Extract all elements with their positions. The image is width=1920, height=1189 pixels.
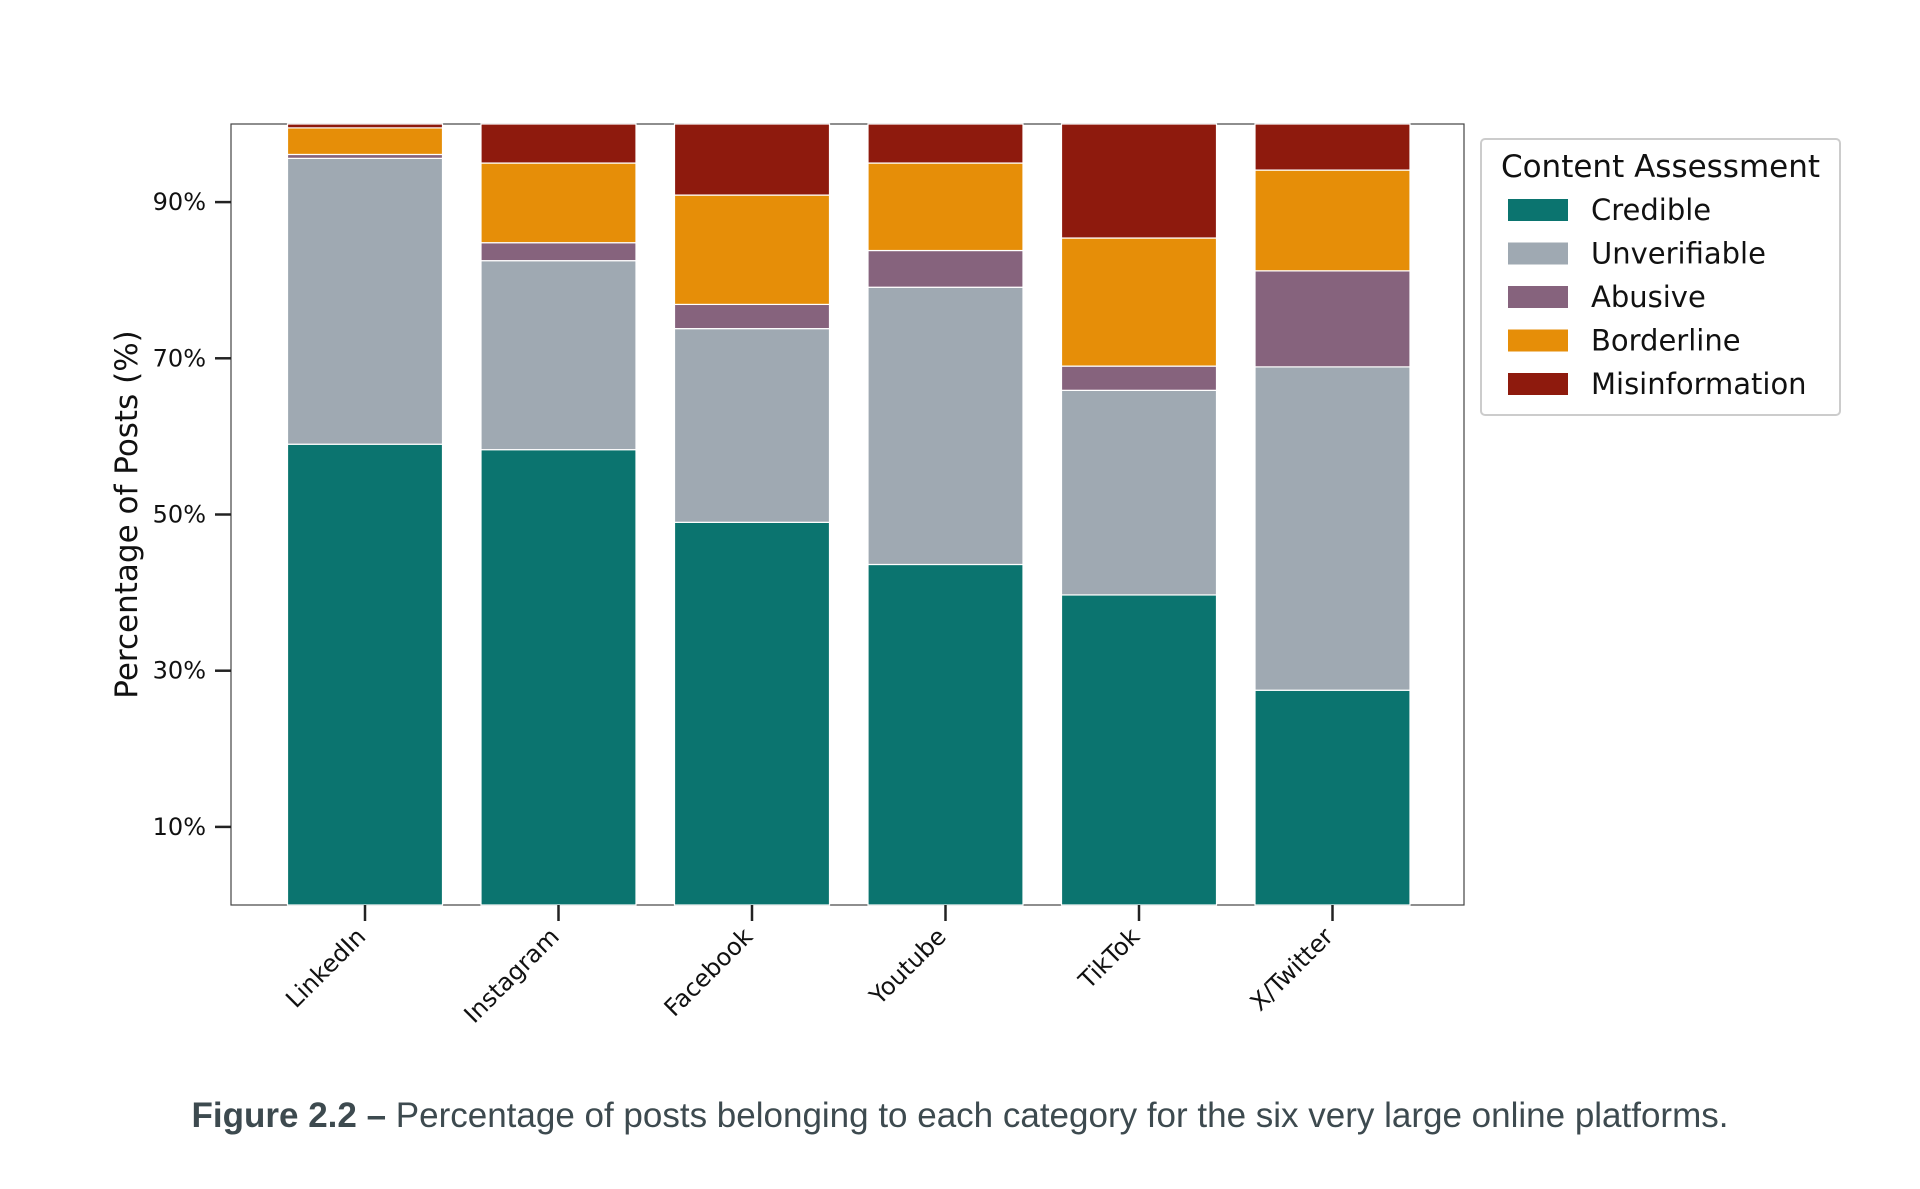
bar-x-twitter-credible [1254,689,1411,906]
bar-instagram-credible [480,449,637,906]
bar-instagram-misinformation [480,123,637,164]
bar-linkedin-borderline [286,127,444,156]
x-tick-label: X/Twitter [1245,922,1339,1016]
bar-youtube-abusive [867,249,1024,288]
bar-youtube-misinformation [867,123,1024,164]
bar-facebook-credible [673,521,831,906]
caption-text: Percentage of posts belonging to each ca… [386,1096,1729,1135]
bar-tiktok-credible [1060,594,1218,906]
x-tick-label: TikTok [1073,922,1146,995]
legend-label-borderline: Borderline [1591,324,1741,358]
legend-box [1480,138,1841,416]
bar-youtube-borderline [867,162,1024,252]
bar-facebook-unverifiable [673,328,831,523]
x-tick-label: Facebook [659,922,759,1022]
legend-label-misinformation: Misinformation [1591,367,1807,401]
bar-x-twitter-borderline [1254,169,1411,272]
bar-tiktok-unverifiable [1060,389,1218,596]
bar-x-twitter-misinformation [1254,123,1411,171]
figure-caption: Figure 2.2 – Percentage of posts belongi… [0,1096,1920,1136]
bar-youtube-credible [867,563,1024,906]
legend-label-unverifiable: Unverifiable [1591,237,1766,271]
y-tick-label: 10% [153,813,206,841]
legend-label-credible: Credible [1591,193,1711,227]
bar-facebook-borderline [673,194,831,306]
bar-tiktok-borderline [1060,237,1218,367]
bar-linkedin-unverifiable [286,157,444,445]
legend-swatch-borderline [1508,329,1568,352]
y-tick-label: 30% [153,657,206,685]
legend-swatch-unverifiable [1508,242,1568,265]
y-tick-label: 50% [153,501,206,529]
bar-instagram-borderline [480,162,637,244]
legend-label-abusive: Abusive [1591,280,1706,314]
bar-tiktok-misinformation [1060,123,1218,239]
bar-facebook-abusive [673,303,831,330]
bar-instagram-abusive [480,242,637,262]
x-tick-label: Instagram [459,922,565,1028]
legend-swatch-abusive [1508,286,1568,308]
bar-linkedin-credible [286,443,444,906]
legend-swatch-credible [1508,199,1568,221]
x-tick-label: LinkedIn [280,922,371,1013]
caption-lead: Figure 2.2 – [191,1096,387,1135]
y-axis-label: Percentage of Posts (%) [109,330,145,699]
x-tick-label: Youtube [863,922,951,1010]
bar-tiktok-abusive [1060,365,1218,391]
bar-youtube-unverifiable [867,286,1024,566]
bar-x-twitter-unverifiable [1254,366,1411,691]
legend-title: Content Assessment [1501,149,1820,185]
bar-facebook-misinformation [673,123,831,196]
y-tick-label: 90% [153,188,206,216]
bar-x-twitter-abusive [1254,270,1411,368]
y-tick-label: 70% [153,344,206,372]
legend-swatch-misinformation [1508,373,1568,395]
bar-linkedin-misinformation [286,123,444,129]
bar-instagram-unverifiable [480,260,637,451]
